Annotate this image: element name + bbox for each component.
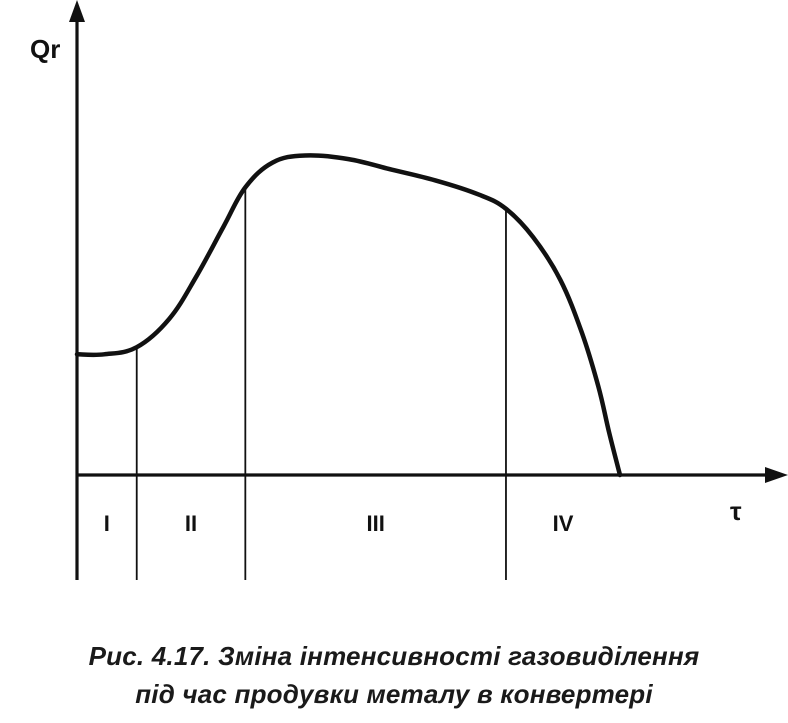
figure-caption-line-1: Рис. 4.17. Зміна інтенсивності газовиділ…: [88, 641, 700, 671]
y-axis-arrow: [69, 0, 85, 22]
x-axis-arrow: [765, 467, 788, 483]
stage-label-IV: IV: [553, 511, 574, 536]
gas-evolution-curve: [74, 153, 623, 478]
stage-label-III: III: [366, 511, 384, 536]
stage-labels: I II III IV: [104, 511, 574, 536]
stage-label-I: I: [104, 511, 110, 536]
stage-dividers: [135, 187, 507, 580]
axes: Qr τ: [30, 0, 788, 580]
figure-caption-line-2: під час продувки металу в конвертері: [135, 679, 653, 709]
y-axis-label: Qr: [30, 34, 60, 64]
x-axis-label: τ: [730, 496, 742, 526]
stage-label-II: II: [185, 511, 197, 536]
